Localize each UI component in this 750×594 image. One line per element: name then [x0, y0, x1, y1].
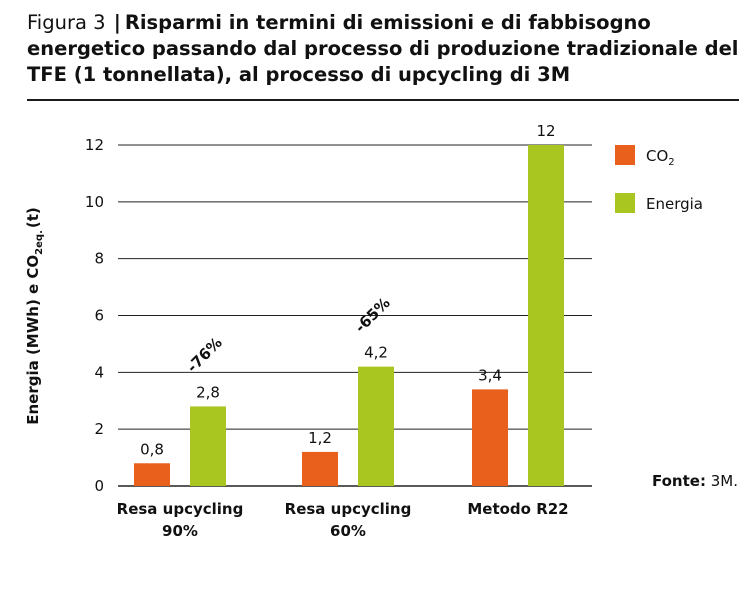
value-label-energia-0: 2,8	[196, 383, 220, 401]
title-rule	[27, 99, 739, 101]
bar-co2-0	[134, 463, 170, 486]
bar-co2-2	[472, 389, 508, 486]
category-label-0-0: Resa upcycling	[117, 500, 244, 518]
y-axis-label: Energia (MWh) e CO2eq.(t)	[24, 207, 45, 425]
value-label-co2-2: 3,4	[478, 366, 502, 384]
value-label-energia-2: 12	[536, 122, 555, 140]
legend-label-co2: CO2	[646, 147, 675, 168]
category-label-1-0: Resa upcycling	[285, 500, 412, 518]
y-tick-labels: 0 2 4 6 8 10 12	[85, 136, 104, 495]
value-label-co2-0: 0,8	[140, 440, 164, 458]
category-label-0-1: 90%	[162, 522, 198, 540]
value-labels: 0,8 2,8 1,2 4,2 3,4 12	[140, 122, 555, 458]
y-tick-10: 10	[85, 193, 104, 211]
figure-title-text: Risparmi in termini di emissioni e di fa…	[27, 11, 739, 86]
gridlines	[118, 144, 592, 487]
legend-swatch-co2	[615, 145, 635, 165]
source-label: Fonte:	[651, 472, 706, 490]
category-labels: Resa upcycling 90% Resa upcycling 60% Metodo…	[117, 500, 569, 540]
annotation-0: -76%	[183, 334, 226, 377]
figure-label: Figura 3	[27, 11, 106, 34]
y-tick-6: 6	[94, 307, 104, 325]
legend: CO2 Energia	[615, 145, 703, 213]
y-tick-12: 12	[85, 136, 104, 154]
y-tick-4: 4	[94, 363, 104, 381]
bar-energia-2	[528, 145, 564, 486]
value-label-co2-1: 1,2	[308, 429, 332, 447]
source-note: Fonte: 3M.	[652, 472, 738, 490]
category-label-1-1: 60%	[330, 522, 366, 540]
y-tick-8: 8	[94, 250, 104, 268]
bar-energia-0	[190, 406, 226, 486]
y-tick-2: 2	[94, 420, 104, 438]
legend-label-energia: Energia	[646, 195, 703, 213]
bars	[134, 145, 564, 486]
bar-co2-1	[302, 451, 338, 486]
value-label-energia-1: 4,2	[364, 344, 388, 362]
y-tick-0: 0	[94, 477, 104, 495]
title-separator: |	[113, 11, 121, 34]
bar-energia-1	[358, 366, 394, 486]
category-label-2-0: Metodo R22	[467, 500, 568, 518]
source-value: 3M.	[710, 472, 738, 490]
annotations: -76%-65%	[183, 294, 394, 376]
legend-swatch-energia	[615, 193, 635, 213]
figure-title: Figura 3 | Risparmi in termini di emissio…	[27, 10, 739, 88]
